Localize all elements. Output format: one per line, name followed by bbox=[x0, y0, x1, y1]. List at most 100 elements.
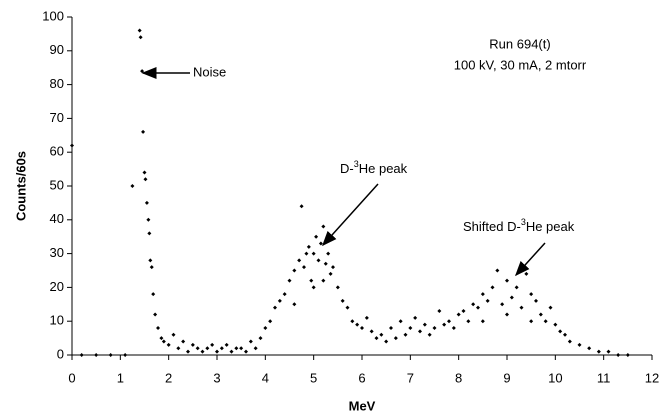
point bbox=[335, 285, 340, 290]
point bbox=[149, 265, 154, 270]
point bbox=[328, 271, 333, 276]
point bbox=[389, 325, 393, 330]
y-tick-label: 10 bbox=[50, 313, 64, 328]
point bbox=[529, 292, 534, 297]
point bbox=[181, 339, 186, 344]
point bbox=[142, 170, 147, 175]
annotation: D-3He peak bbox=[340, 159, 408, 176]
point bbox=[326, 251, 331, 256]
point bbox=[529, 319, 534, 324]
point bbox=[548, 305, 553, 310]
point bbox=[234, 346, 239, 351]
point bbox=[500, 302, 505, 307]
point bbox=[625, 353, 630, 357]
point bbox=[153, 312, 158, 317]
y-tick-label: 0 bbox=[57, 346, 64, 361]
point bbox=[379, 332, 384, 337]
x-tick-label: 3 bbox=[213, 370, 220, 385]
point bbox=[519, 305, 524, 310]
point bbox=[130, 184, 135, 188]
point bbox=[476, 305, 480, 310]
point bbox=[369, 329, 374, 334]
point bbox=[485, 298, 490, 303]
point bbox=[306, 244, 311, 249]
point bbox=[490, 285, 495, 290]
point bbox=[495, 268, 500, 273]
point bbox=[219, 346, 224, 351]
point bbox=[311, 285, 316, 290]
point bbox=[364, 315, 369, 320]
point bbox=[558, 329, 563, 334]
point bbox=[299, 204, 304, 209]
point bbox=[596, 349, 601, 354]
annotation: Noise bbox=[193, 64, 226, 79]
point bbox=[263, 325, 268, 330]
point bbox=[171, 332, 176, 337]
point bbox=[138, 35, 143, 40]
x-tick-label: 4 bbox=[262, 370, 269, 385]
point bbox=[314, 234, 319, 239]
point bbox=[94, 353, 99, 357]
point bbox=[292, 302, 297, 307]
x-tick-label: 7 bbox=[407, 370, 414, 385]
y-tick-label: 40 bbox=[50, 211, 64, 226]
point bbox=[505, 278, 509, 283]
point bbox=[355, 322, 360, 327]
point bbox=[190, 342, 195, 347]
y-tick-label: 50 bbox=[50, 177, 64, 192]
x-tick-label: 0 bbox=[68, 370, 75, 385]
y-tick-label: 100 bbox=[42, 8, 64, 23]
annotation-text: He peak bbox=[526, 219, 575, 234]
point bbox=[567, 339, 572, 344]
point bbox=[277, 298, 282, 303]
y-tick-label: 80 bbox=[50, 76, 64, 91]
point bbox=[538, 312, 543, 317]
point bbox=[108, 353, 113, 357]
y-tick-label: 20 bbox=[50, 279, 64, 294]
annotation-text: He peak bbox=[359, 161, 408, 176]
point bbox=[287, 278, 292, 283]
point bbox=[360, 325, 364, 330]
point bbox=[161, 339, 166, 344]
point bbox=[210, 342, 215, 347]
point bbox=[248, 339, 253, 344]
point bbox=[398, 319, 403, 324]
point bbox=[505, 312, 509, 317]
point bbox=[304, 251, 309, 256]
point bbox=[331, 265, 335, 270]
point bbox=[374, 336, 379, 341]
y-tick-label: 60 bbox=[50, 144, 64, 159]
point bbox=[144, 200, 149, 205]
point bbox=[442, 322, 447, 327]
point bbox=[451, 325, 456, 330]
x-axis-label: MeV bbox=[349, 398, 376, 413]
point bbox=[309, 278, 314, 283]
point bbox=[321, 278, 326, 283]
point bbox=[302, 265, 306, 270]
point bbox=[268, 319, 273, 324]
point bbox=[514, 285, 519, 290]
point bbox=[70, 143, 74, 148]
point bbox=[146, 217, 151, 222]
point bbox=[456, 312, 461, 317]
point bbox=[480, 319, 485, 324]
point bbox=[297, 258, 302, 263]
point bbox=[384, 339, 389, 344]
annotation: 100 kV, 30 mA, 2 mtorr bbox=[454, 57, 587, 72]
point bbox=[321, 224, 326, 229]
y-tick-label: 90 bbox=[50, 42, 64, 57]
y-axis-label: Counts/60s bbox=[13, 151, 28, 221]
point bbox=[137, 28, 142, 33]
point bbox=[79, 353, 84, 357]
point bbox=[205, 346, 210, 351]
point bbox=[461, 309, 466, 314]
point bbox=[253, 346, 258, 351]
x-tick-label: 6 bbox=[358, 370, 365, 385]
point bbox=[577, 342, 582, 347]
point bbox=[427, 332, 432, 337]
point bbox=[141, 129, 146, 134]
point bbox=[413, 315, 418, 320]
point bbox=[229, 349, 234, 354]
x-tick-label: 8 bbox=[455, 370, 462, 385]
